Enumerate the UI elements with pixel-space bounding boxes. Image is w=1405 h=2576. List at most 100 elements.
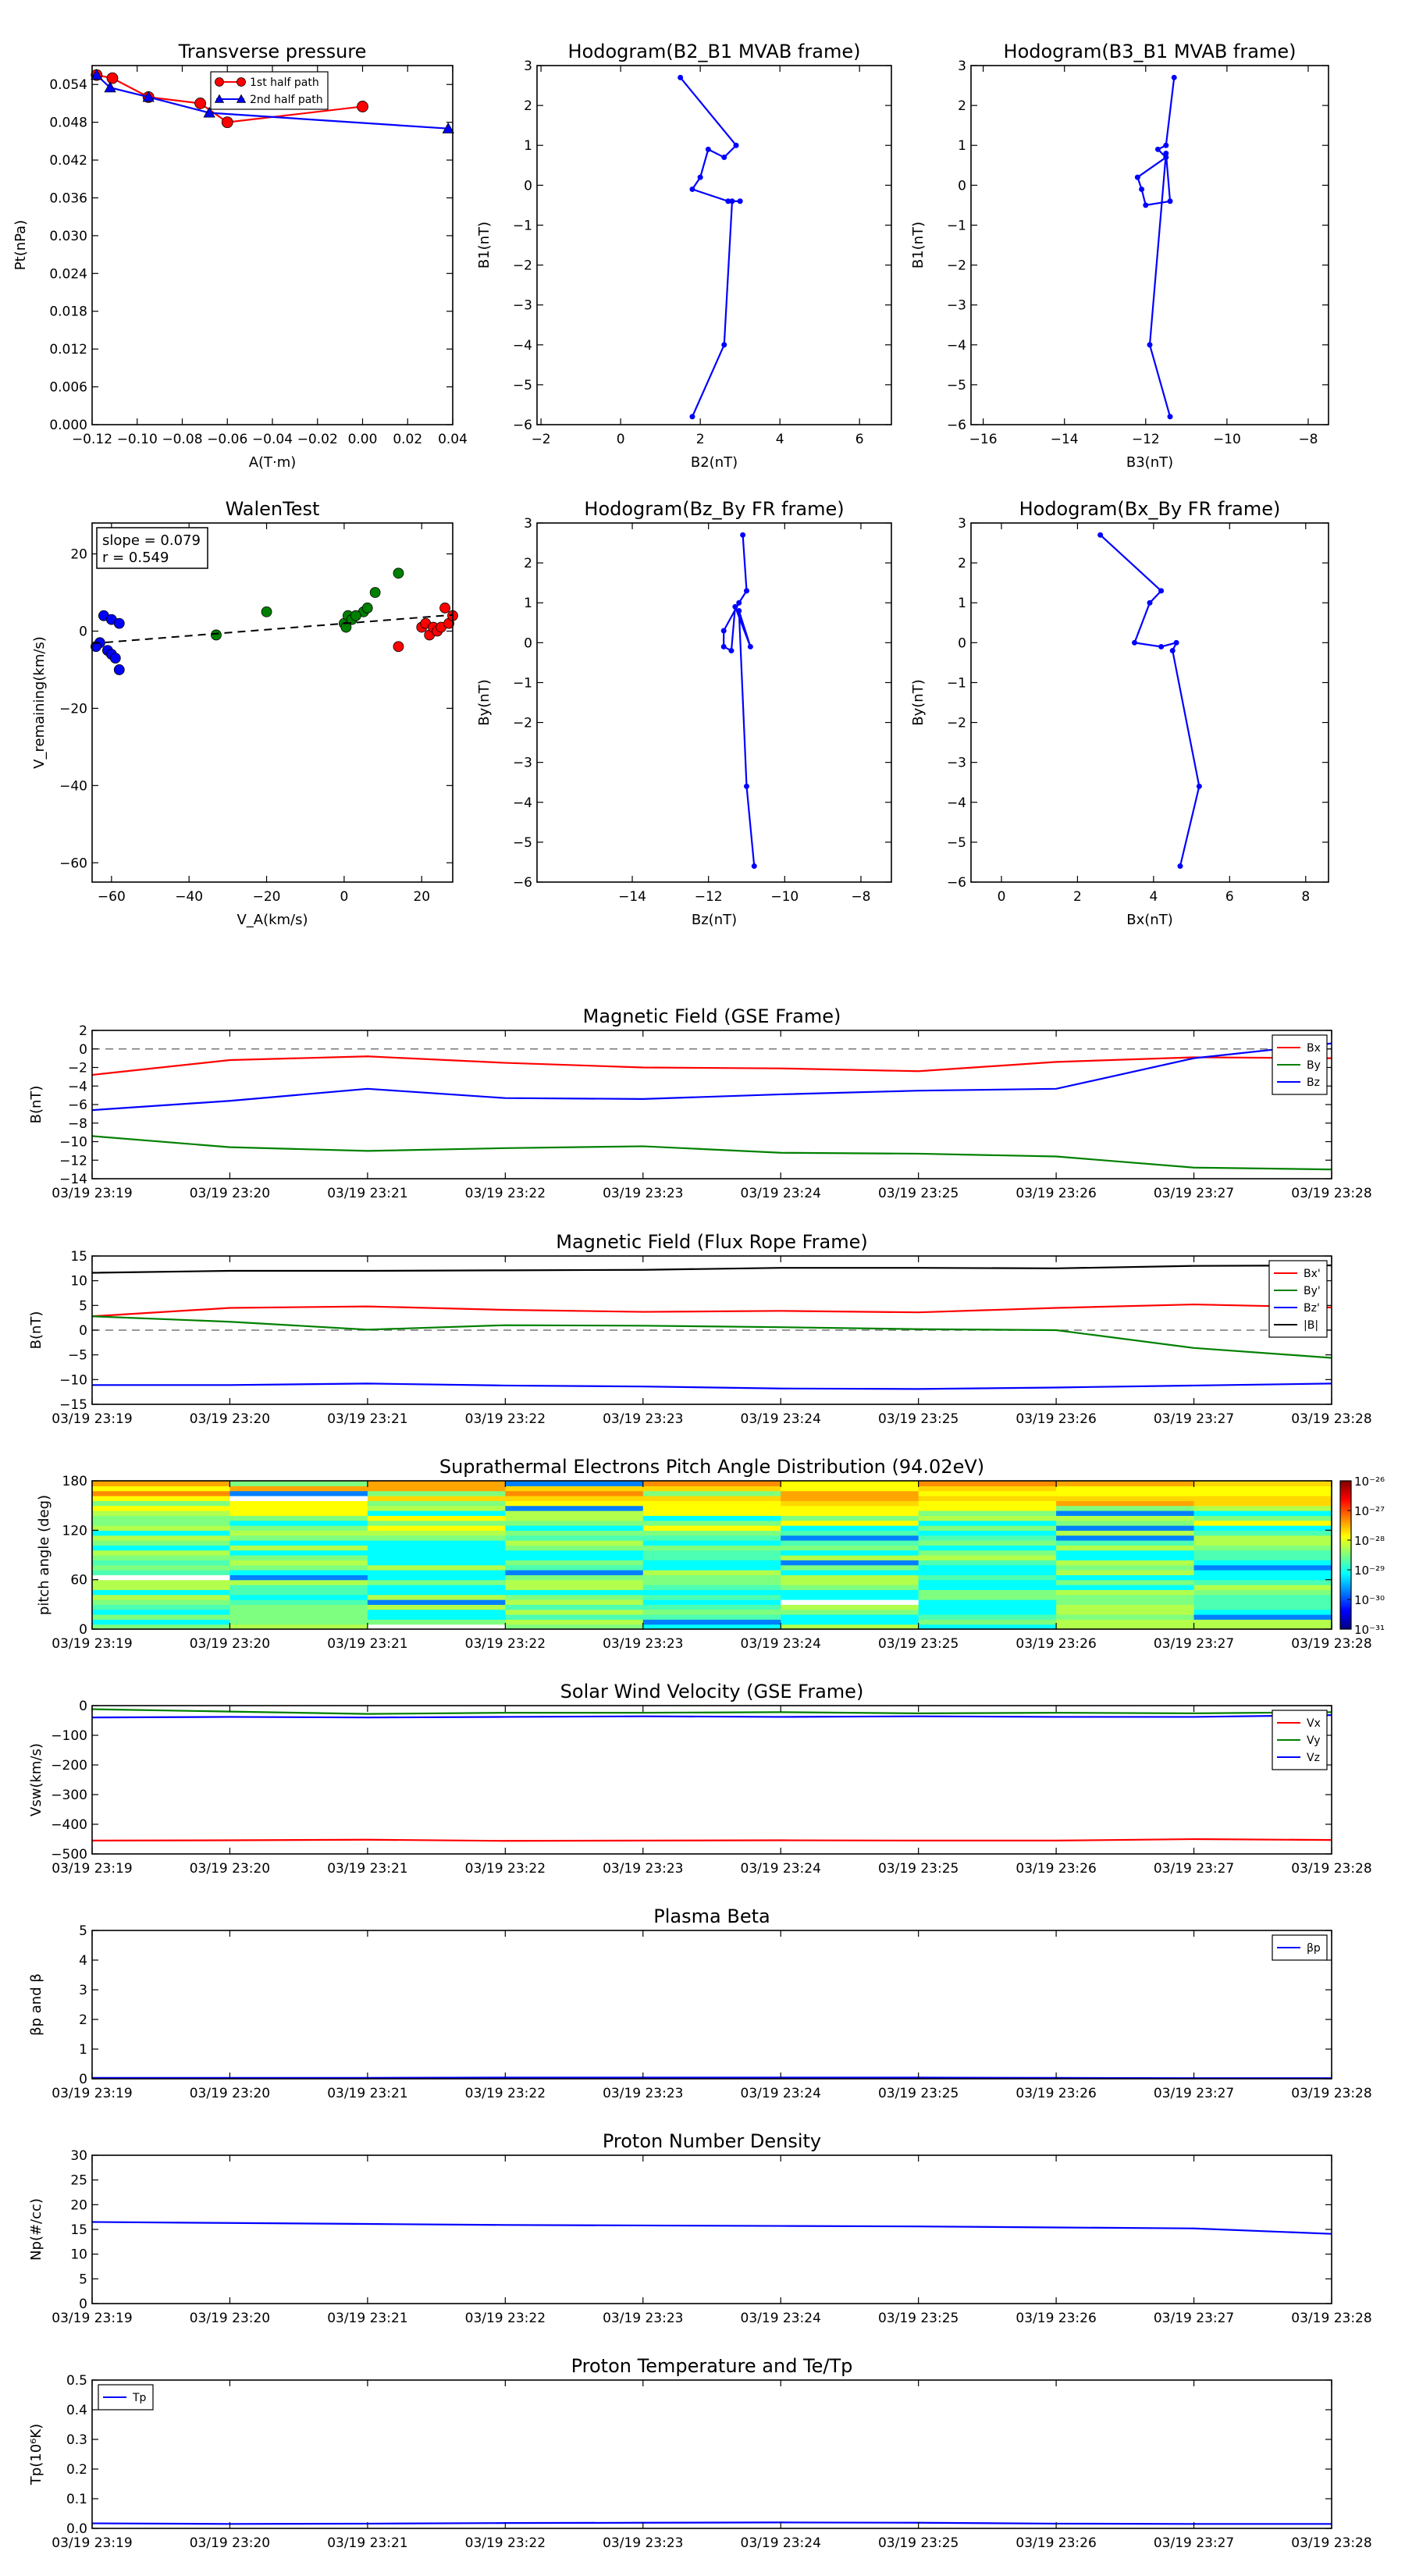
x-tick-label: 03/19 23:23 (603, 1411, 683, 1427)
y-axis-label: By(nT) (476, 679, 493, 725)
x-tick-label: 4 (1149, 889, 1158, 905)
heatmap-cell (367, 1545, 506, 1551)
data-point (689, 186, 695, 192)
heatmap-cell (229, 1609, 368, 1615)
heatmap-cell (367, 1535, 506, 1541)
heatmap-cell (918, 1574, 1057, 1581)
heatmap-cell (918, 1510, 1057, 1516)
chart-title: Solar Wind Velocity (GSE Frame) (560, 1681, 864, 1703)
heatmap-cell (505, 1510, 644, 1516)
x-tick-label: 03/19 23:25 (878, 1411, 959, 1427)
legend: Vx Vy Vz (1272, 1710, 1328, 1770)
heatmap-cell (92, 1515, 231, 1521)
heatmap-cell (642, 1555, 781, 1560)
y-tick-label: 0.4 (66, 2403, 87, 2418)
heatmap-cell (1193, 1614, 1332, 1620)
plot-frame (970, 65, 1329, 425)
y-tick-label: −1 (513, 675, 532, 691)
y-tick-label: 3 (79, 1983, 87, 1998)
y-axis-label: B1(nT) (910, 222, 927, 269)
heatmap-cell (1193, 1589, 1332, 1596)
heatmap-cell (505, 1614, 644, 1620)
heatmap-cell (505, 1481, 644, 1486)
plot-area (537, 523, 891, 882)
y-tick-label: 0.036 (49, 190, 87, 206)
heatmap-cell (642, 1490, 781, 1496)
heatmap-cell (1056, 1545, 1195, 1551)
heatmap-cell (505, 1545, 644, 1551)
y-tick-label: 120 (62, 1523, 87, 1539)
y-tick-label: 0 (958, 635, 966, 651)
x-axis-label: Bz(nT) (692, 912, 737, 928)
heatmap-cell (229, 1570, 368, 1575)
plot-frame (536, 522, 892, 883)
x-tick-label: 03/19 23:23 (603, 2311, 683, 2326)
colorbar-tick-label: 10⁻³¹ (1354, 1623, 1385, 1637)
heatmap-cell (1056, 1550, 1195, 1556)
x-tick-label: 03/19 23:21 (327, 1861, 407, 1877)
heatmap-cell (642, 1485, 781, 1492)
heatmap-cell (367, 1540, 506, 1546)
heatmap-cell (92, 1594, 231, 1600)
heatmap-cell (642, 1540, 781, 1546)
heatmap-cell (1056, 1564, 1195, 1571)
y-tick-label: −5 (513, 378, 532, 393)
heatmap-cell (918, 1624, 1057, 1630)
chart-np: 0 5 10 15 20 25 30 03/19 23:19 03/19 23:20 03/19 … (28, 2130, 1372, 2326)
legend-label: Bx' (1304, 1268, 1321, 1280)
y-tick-label: 180 (62, 1474, 87, 1489)
y-axis-label: By(nT) (910, 679, 927, 725)
y-tick-label: 0.0 (66, 2521, 87, 2537)
y-tick-label: 20 (70, 2197, 87, 2213)
heatmap-cell (92, 1550, 231, 1556)
heatmap-cell (505, 1574, 644, 1581)
x-axis-label: B2(nT) (691, 454, 738, 471)
data-point (104, 81, 116, 93)
x-tick-label: 03/19 23:19 (52, 2535, 132, 2551)
x-tick-label: 03/19 23:23 (603, 2535, 683, 2551)
heatmap-cell (505, 1624, 644, 1630)
heatmap-cell (642, 1579, 781, 1585)
heatmap-cell (1056, 1535, 1195, 1541)
y-tick-label: 2 (79, 1023, 87, 1039)
x-tick-label: −2 (532, 432, 551, 447)
x-tick-label: 03/19 23:19 (52, 2311, 132, 2326)
legend: Bx' By' Bz' |B| (1268, 1260, 1328, 1338)
y-tick-label: −3 (947, 298, 966, 314)
x-tick-label: 03/19 23:19 (52, 1861, 132, 1877)
heatmap-cell (505, 1540, 644, 1546)
heatmap-cell (505, 1619, 644, 1625)
y-tick-label: 3 (958, 59, 966, 74)
y-tick-label: 0 (958, 178, 966, 194)
heatmap-cell (229, 1550, 368, 1556)
heatmap-cell (1193, 1619, 1332, 1625)
heatmap-cell (1056, 1579, 1195, 1585)
y-tick-label: 3 (524, 516, 532, 532)
legend: 1st half path 2nd half path (210, 71, 329, 110)
heatmap-cell (1193, 1525, 1332, 1531)
y-axis-label: Np(#/cc) (28, 2198, 44, 2261)
data-point (1143, 202, 1149, 208)
data-point (1167, 198, 1173, 205)
heatmap-cell (367, 1574, 506, 1581)
data-point (203, 106, 215, 118)
heatmap-cell (781, 1525, 919, 1531)
y-tick-label: −10 (59, 1372, 87, 1388)
legend: βp (1272, 1934, 1328, 1961)
heatmap-cell (918, 1609, 1057, 1615)
heatmap-cell (918, 1614, 1057, 1620)
y-tick-label: −8 (68, 1116, 87, 1132)
heatmap-cell (1056, 1560, 1195, 1566)
y-tick-label: 5 (79, 1923, 87, 1939)
heatmap-cell (505, 1490, 644, 1496)
heatmap-cell (505, 1594, 644, 1600)
y-tick-label: 0.006 (49, 380, 87, 396)
y-tick-label: 5 (79, 1298, 87, 1314)
legend-label: Bz' (1304, 1302, 1320, 1315)
x-tick-label: 03/19 23:28 (1291, 2535, 1371, 2551)
data-point (442, 122, 454, 133)
x-tick-label: 03/19 23:25 (878, 1636, 959, 1652)
x-tick-label: 03/19 23:23 (603, 2086, 683, 2101)
heatmap-cell (92, 1485, 231, 1492)
